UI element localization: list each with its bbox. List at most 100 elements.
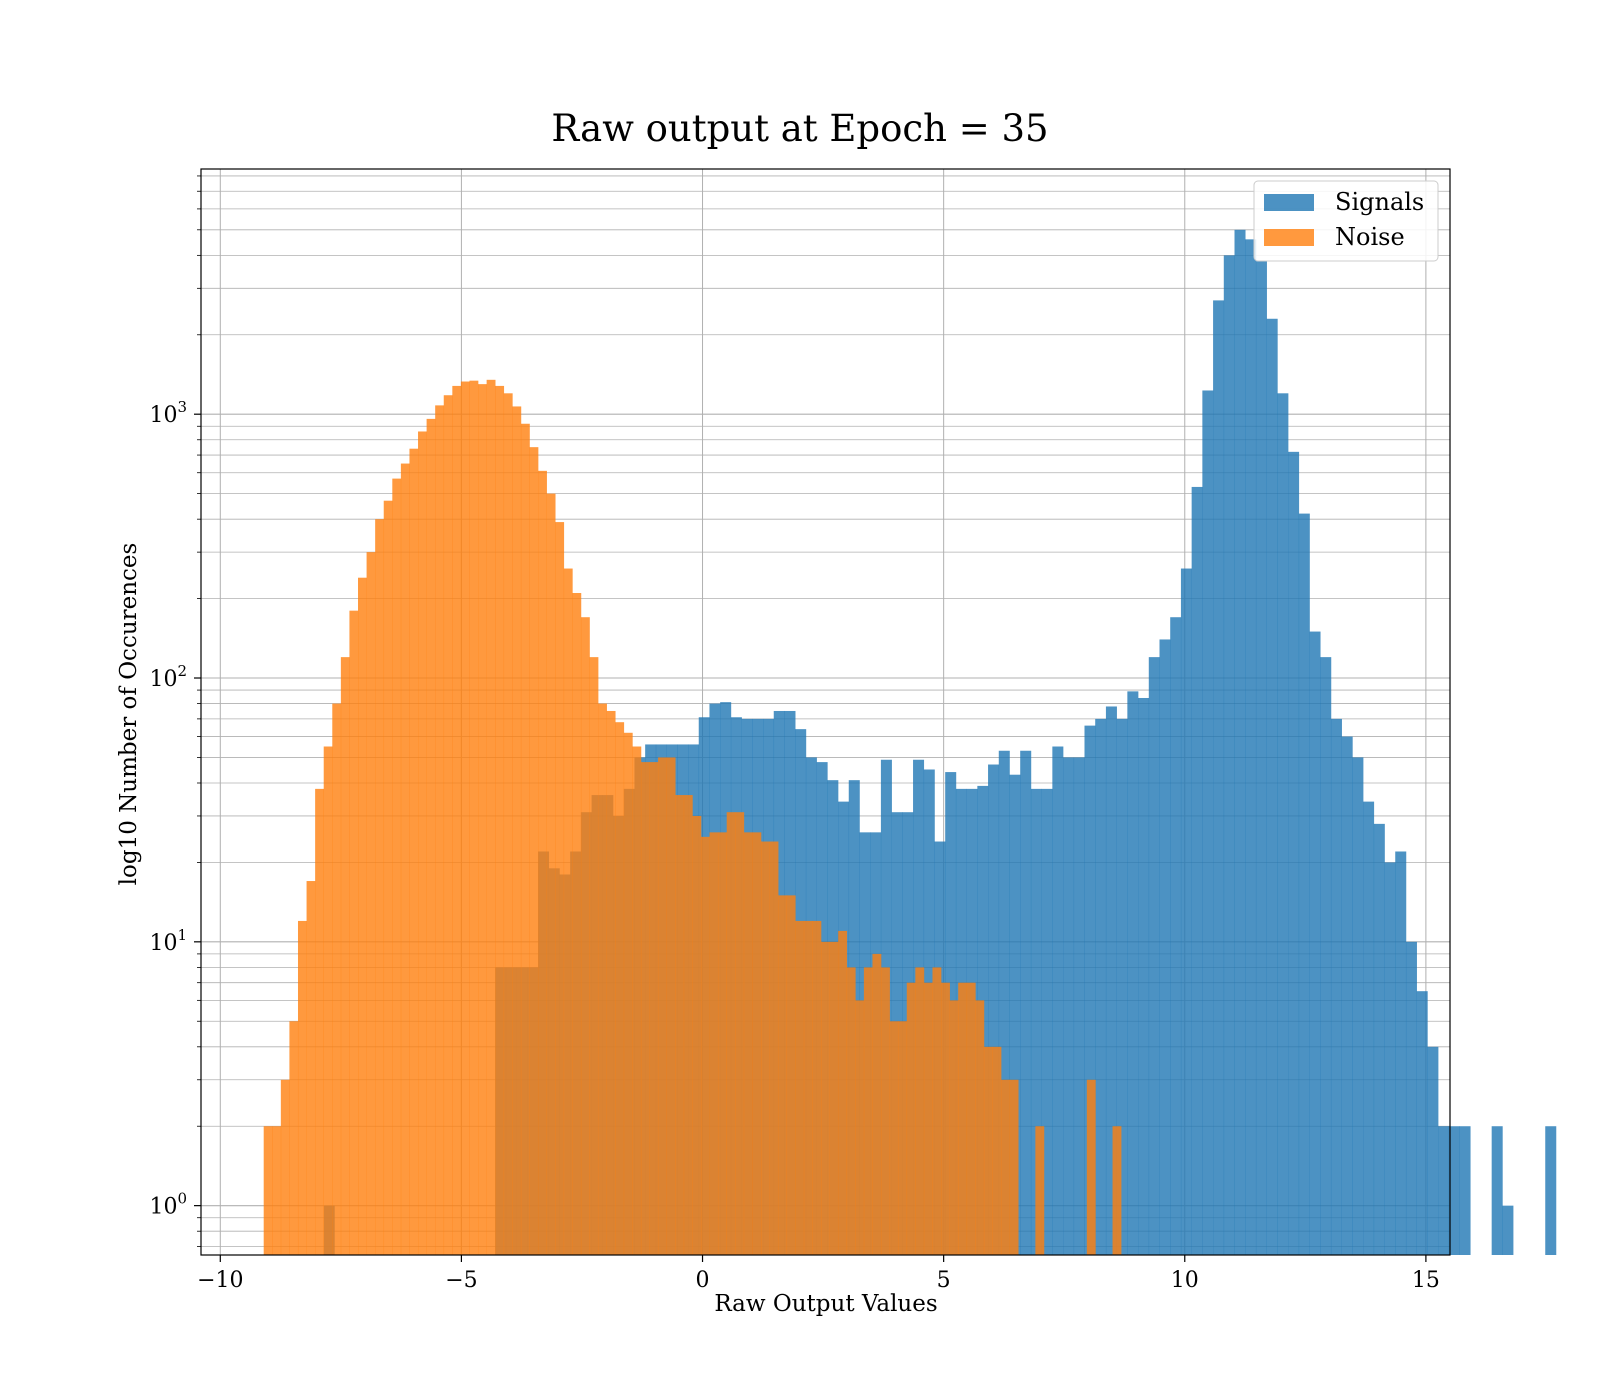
x-tick-label: 0 xyxy=(696,1268,710,1293)
y-tick-label: 100 xyxy=(149,1190,187,1220)
histogram-bar xyxy=(606,710,616,1255)
histogram-bar xyxy=(769,841,779,1255)
histogram-bar xyxy=(735,812,745,1255)
histogram-bar xyxy=(580,617,590,1255)
histogram-bar xyxy=(632,746,642,1255)
histogram-bar xyxy=(426,418,436,1256)
histogram-bar xyxy=(846,967,856,1255)
histogram-bar xyxy=(495,385,505,1255)
histogram-bar xyxy=(675,795,685,1255)
histogram-bar xyxy=(958,982,968,1255)
histogram-bar xyxy=(1491,1126,1503,1255)
legend-label-noise: Noise xyxy=(1335,223,1405,251)
histogram-bar xyxy=(829,941,839,1255)
x-tick-label: 10 xyxy=(1171,1268,1199,1293)
histogram-bar xyxy=(1438,1126,1450,1255)
x-tick-label: 5 xyxy=(937,1268,951,1293)
histogram-bar xyxy=(1063,757,1075,1255)
histogram-bar xyxy=(1084,725,1096,1255)
histogram-bar xyxy=(898,1021,908,1255)
histogram-bar xyxy=(1180,568,1192,1255)
histogram-bar xyxy=(1001,1079,1010,1255)
histogram-bar xyxy=(452,385,462,1255)
histogram-bar xyxy=(760,841,770,1255)
histogram-bar xyxy=(1245,239,1257,1255)
y-tick-label: 102 xyxy=(149,662,187,692)
histogram-bar xyxy=(658,757,667,1255)
histogram-bar xyxy=(1277,393,1289,1256)
histogram-bar xyxy=(383,500,393,1255)
histogram-bar xyxy=(375,519,385,1255)
histogram-bar xyxy=(349,610,359,1255)
histogram-bar xyxy=(1459,1126,1471,1255)
histogram-bar xyxy=(409,448,419,1255)
histogram-bar xyxy=(786,895,796,1255)
histogram-bar xyxy=(1116,718,1128,1255)
histogram-bar xyxy=(821,941,830,1255)
histogram-bar xyxy=(280,1079,290,1255)
histogram-bar xyxy=(400,463,410,1256)
histogram-bar xyxy=(649,762,659,1255)
histogram-bar xyxy=(478,384,487,1255)
y-tick-label: 101 xyxy=(149,926,187,956)
histogram-bar xyxy=(1191,486,1203,1255)
histogram-bar xyxy=(435,405,445,1255)
histogram-bar xyxy=(1138,697,1150,1255)
histogram-bar xyxy=(1112,1126,1122,1255)
histogram-bar xyxy=(803,920,813,1255)
histogram-bar xyxy=(306,881,316,1255)
histogram-bar xyxy=(855,1000,865,1255)
histogram-bar xyxy=(1170,617,1182,1255)
histogram-bar xyxy=(1095,718,1107,1255)
histogram-bar xyxy=(932,967,942,1255)
histogram-bar xyxy=(486,379,496,1256)
histogram-bar xyxy=(1266,318,1278,1255)
histogram-bar xyxy=(752,832,762,1255)
legend-swatch-signals xyxy=(1264,194,1314,211)
histogram-bar xyxy=(1341,736,1353,1255)
histogram-bar xyxy=(572,593,582,1255)
histogram-bar xyxy=(881,967,890,1255)
histogram-bar xyxy=(1159,639,1171,1255)
histogram-bar xyxy=(1448,1126,1460,1255)
histogram-bar xyxy=(589,657,599,1255)
histogram-bar xyxy=(1148,657,1160,1255)
histogram-bar xyxy=(1416,991,1428,1255)
histogram-bar xyxy=(555,522,565,1255)
histogram-bar xyxy=(1320,657,1332,1255)
histogram-bar xyxy=(358,577,367,1255)
histogram-bar xyxy=(889,1021,899,1255)
histogram-bar xyxy=(1020,750,1032,1255)
histogram-bar xyxy=(923,982,933,1255)
histogram-bar xyxy=(640,762,650,1255)
histogram-bar xyxy=(615,722,625,1255)
histogram-bar xyxy=(460,381,470,1255)
legend: Signals Noise xyxy=(1253,180,1439,262)
histogram-bar xyxy=(1395,851,1407,1255)
histogram-bar xyxy=(1298,513,1310,1255)
histogram-bar xyxy=(315,788,325,1255)
histogram-bar xyxy=(1202,390,1214,1255)
histogram-bar xyxy=(623,732,633,1255)
histogram-bar xyxy=(1384,862,1396,1255)
histogram-bar xyxy=(563,568,573,1255)
histogram-bar xyxy=(1363,801,1375,1255)
histogram-bar xyxy=(263,1126,273,1255)
plot-frame xyxy=(200,168,1451,1256)
histogram-bar xyxy=(1234,229,1246,1255)
histogram-bar xyxy=(718,832,727,1255)
histogram-bar xyxy=(666,757,676,1255)
histogram-bar xyxy=(1352,757,1364,1255)
histogram-bar xyxy=(1009,774,1021,1255)
histogram-bar xyxy=(1502,1205,1514,1255)
histogram-bar xyxy=(1009,1079,1019,1255)
histogram-bar xyxy=(1105,706,1117,1255)
y-axis-label: log10 Number of Occurences xyxy=(116,543,142,886)
histogram-bar xyxy=(529,447,539,1256)
histogram-bar xyxy=(1223,255,1235,1255)
histogram-bar xyxy=(443,395,453,1256)
histogram-bar xyxy=(983,1046,993,1255)
histogram-bar xyxy=(340,657,350,1255)
series-noise xyxy=(263,379,1122,1256)
